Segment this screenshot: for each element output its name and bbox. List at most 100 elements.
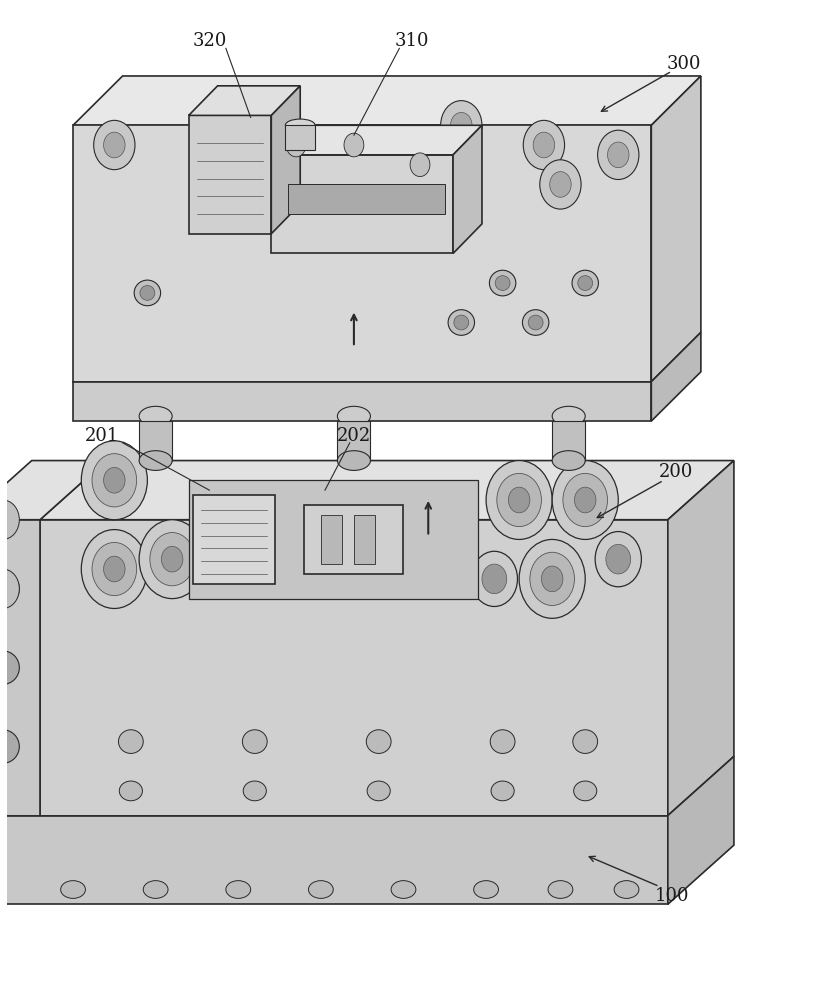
- Circle shape: [519, 539, 585, 618]
- Circle shape: [286, 133, 306, 157]
- Circle shape: [482, 564, 507, 594]
- Circle shape: [607, 142, 629, 168]
- Ellipse shape: [552, 406, 585, 426]
- Circle shape: [450, 112, 472, 138]
- Ellipse shape: [338, 451, 370, 470]
- Polygon shape: [40, 461, 734, 520]
- Circle shape: [552, 461, 618, 539]
- Ellipse shape: [134, 280, 160, 306]
- Polygon shape: [271, 155, 453, 253]
- Ellipse shape: [118, 730, 144, 753]
- Ellipse shape: [243, 730, 267, 753]
- Circle shape: [0, 500, 19, 539]
- Ellipse shape: [491, 781, 514, 801]
- Polygon shape: [73, 125, 651, 382]
- Polygon shape: [651, 76, 701, 382]
- Ellipse shape: [139, 451, 172, 470]
- Circle shape: [533, 132, 554, 158]
- Text: 320: 320: [192, 32, 227, 50]
- Ellipse shape: [574, 781, 596, 801]
- Ellipse shape: [552, 451, 585, 470]
- Ellipse shape: [614, 881, 639, 898]
- Ellipse shape: [308, 881, 333, 898]
- Text: 202: 202: [337, 427, 371, 445]
- Circle shape: [597, 130, 639, 180]
- Bar: [321, 515, 342, 564]
- Ellipse shape: [490, 270, 516, 296]
- Ellipse shape: [391, 881, 416, 898]
- Ellipse shape: [522, 310, 549, 335]
- Circle shape: [410, 153, 430, 177]
- Ellipse shape: [454, 315, 469, 330]
- Circle shape: [606, 544, 631, 574]
- Text: 300: 300: [667, 55, 701, 73]
- Circle shape: [139, 520, 205, 599]
- Polygon shape: [271, 125, 482, 155]
- Ellipse shape: [548, 881, 573, 898]
- Circle shape: [523, 120, 564, 170]
- Circle shape: [103, 467, 125, 493]
- Circle shape: [94, 120, 135, 170]
- Circle shape: [161, 546, 183, 572]
- Ellipse shape: [366, 730, 391, 753]
- Polygon shape: [0, 816, 668, 904]
- Circle shape: [530, 552, 575, 606]
- Ellipse shape: [578, 276, 593, 290]
- Ellipse shape: [573, 730, 597, 753]
- Circle shape: [103, 132, 125, 158]
- Circle shape: [496, 473, 542, 527]
- Ellipse shape: [226, 881, 250, 898]
- Circle shape: [92, 454, 137, 507]
- Polygon shape: [73, 382, 651, 421]
- Polygon shape: [193, 495, 276, 584]
- Ellipse shape: [139, 406, 172, 426]
- Polygon shape: [651, 332, 701, 421]
- Ellipse shape: [572, 270, 598, 296]
- Ellipse shape: [495, 276, 510, 290]
- Circle shape: [471, 551, 517, 606]
- Ellipse shape: [0, 572, 19, 606]
- Text: 200: 200: [659, 463, 693, 481]
- Polygon shape: [668, 756, 734, 904]
- Ellipse shape: [367, 781, 391, 801]
- Ellipse shape: [244, 781, 266, 801]
- Bar: [338, 421, 370, 461]
- Circle shape: [344, 133, 364, 157]
- Circle shape: [81, 530, 147, 608]
- Polygon shape: [453, 125, 482, 253]
- Ellipse shape: [286, 119, 315, 131]
- Ellipse shape: [338, 406, 370, 426]
- Circle shape: [575, 487, 596, 513]
- Circle shape: [486, 461, 552, 539]
- Ellipse shape: [119, 781, 143, 801]
- Polygon shape: [288, 184, 445, 214]
- Text: 201: 201: [85, 427, 119, 445]
- Polygon shape: [304, 505, 403, 574]
- Ellipse shape: [0, 651, 19, 684]
- Circle shape: [542, 566, 563, 592]
- Polygon shape: [189, 115, 271, 234]
- Ellipse shape: [528, 315, 543, 330]
- Polygon shape: [668, 461, 734, 816]
- Ellipse shape: [60, 881, 86, 898]
- Ellipse shape: [140, 286, 155, 300]
- Bar: [354, 515, 375, 564]
- Circle shape: [549, 172, 571, 197]
- Bar: [139, 421, 172, 461]
- Ellipse shape: [0, 730, 19, 763]
- Text: 310: 310: [395, 32, 429, 50]
- Circle shape: [0, 569, 19, 608]
- Circle shape: [81, 441, 147, 520]
- Bar: [552, 421, 585, 461]
- Circle shape: [508, 487, 530, 513]
- Ellipse shape: [144, 881, 168, 898]
- Polygon shape: [40, 520, 668, 816]
- Polygon shape: [0, 520, 40, 816]
- Circle shape: [150, 533, 195, 586]
- Polygon shape: [271, 86, 300, 234]
- Polygon shape: [0, 461, 106, 520]
- Polygon shape: [189, 480, 478, 599]
- Polygon shape: [73, 76, 701, 125]
- Circle shape: [103, 556, 125, 582]
- Ellipse shape: [474, 881, 498, 898]
